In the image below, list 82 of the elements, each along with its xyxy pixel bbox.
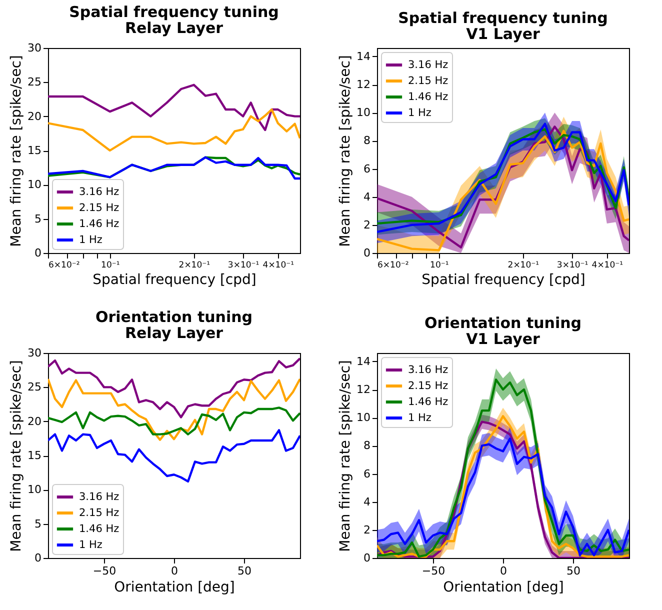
y-tick-label: 12 <box>356 383 370 396</box>
x-tick-label: 10⁻¹ <box>430 260 449 270</box>
y-tick-label: 5 <box>34 212 42 226</box>
x-tick-label: 10⁻¹ <box>101 260 120 270</box>
y-tick-label: 0 <box>34 552 42 564</box>
legend-label: 3.16 Hz <box>408 364 449 376</box>
legend-label: 3.16 Hz <box>79 186 120 198</box>
y-tick-label: 4 <box>364 495 370 508</box>
legend-label: 1.46 Hz <box>408 91 449 103</box>
x-tick-label: 0 <box>500 564 507 578</box>
y-tick-label: 12 <box>356 78 370 92</box>
x-tick-label: 6×10⁻² <box>48 260 80 270</box>
legend-label: 1 Hz <box>79 539 103 551</box>
line-series <box>48 406 300 436</box>
legend-label: 2.15 Hz <box>408 380 449 392</box>
legend-label: 3.16 Hz <box>79 491 120 503</box>
y-tick-label: 0 <box>364 246 370 260</box>
x-tick-label: 50 <box>566 564 580 578</box>
legend-label: 1.46 Hz <box>79 218 120 230</box>
legend-label: 1.46 Hz <box>408 396 449 408</box>
x-tick-label: 3×10⁻¹ <box>228 260 260 270</box>
x-tick-label: −50 <box>92 564 116 578</box>
y-axis-title: Mean firing rate [spike/sec] <box>338 55 354 247</box>
chart-subtitle: Relay Layer <box>124 324 224 342</box>
chart-title: Spatial frequency tuning <box>398 9 608 27</box>
chart-title: Spatial frequency tuning <box>69 3 279 21</box>
y-tick-label: 5 <box>34 517 42 530</box>
legend-label: 3.16 Hz <box>408 59 449 71</box>
y-tick-label: 25 <box>28 76 42 89</box>
y-tick-label: 8 <box>364 439 370 452</box>
y-tick-label: 30 <box>28 42 42 54</box>
x-axis-title: Spatial frequency [cpd] <box>92 272 256 288</box>
y-tick-label: 10 <box>356 411 370 424</box>
chart-subtitle: Relay Layer <box>124 19 224 37</box>
chart-title: Orientation tuning <box>424 314 582 332</box>
y-tick-label: 15 <box>28 449 42 462</box>
line-series <box>48 429 300 483</box>
chart-subtitle: V1 Layer <box>466 330 541 348</box>
y-tick-label: 6 <box>364 162 370 176</box>
y-tick-label: 8 <box>364 134 370 148</box>
legend-label: 1 Hz <box>79 234 103 246</box>
y-tick-label: 14 <box>356 50 370 63</box>
y-tick-label: 25 <box>28 380 42 394</box>
y-tick-label: 20 <box>28 110 42 123</box>
legend-label: 1 Hz <box>408 107 432 119</box>
y-tick-label: 30 <box>28 346 42 360</box>
y-tick-label: 4 <box>364 190 370 204</box>
line-series <box>48 378 300 441</box>
x-tick-label: 6×10⁻² <box>378 260 409 270</box>
x-tick-label: 4×10⁻¹ <box>262 260 294 270</box>
y-tick-label: 0 <box>364 552 370 564</box>
legend-label: 1 Hz <box>408 412 432 424</box>
y-tick-label: 14 <box>356 354 370 368</box>
x-axis-title: Orientation [deg] <box>443 580 564 596</box>
y-tick-label: 6 <box>364 467 370 480</box>
y-tick-label: 20 <box>28 414 42 428</box>
x-axis-title: Spatial frequency [cpd] <box>422 272 586 288</box>
x-tick-label: 2×10⁻¹ <box>178 260 210 270</box>
legend-label: 2.15 Hz <box>79 507 120 519</box>
y-tick-label: 15 <box>28 144 42 157</box>
legend-label: 1.46 Hz <box>79 523 120 535</box>
legend-label: 2.15 Hz <box>79 202 120 214</box>
x-axis-title: Orientation [deg] <box>114 580 235 596</box>
y-tick-label: 2 <box>364 218 370 232</box>
chart-subtitle: V1 Layer <box>466 25 541 43</box>
y-axis-title: Mean firing rate [spike/sec] <box>338 360 354 552</box>
y-tick-label: 10 <box>28 178 42 192</box>
y-axis-title: Mean firing rate [spike/sec] <box>8 360 25 552</box>
x-tick-label: 0 <box>171 564 178 578</box>
y-tick-label: 10 <box>28 483 42 496</box>
y-axis-title: Mean firing rate [spike/sec] <box>8 55 25 247</box>
y-tick-label: 10 <box>356 106 370 120</box>
y-tick-label: 0 <box>34 246 42 260</box>
line-series <box>48 357 300 418</box>
x-tick-label: −50 <box>422 564 446 578</box>
chart-title: Orientation tuning <box>95 308 253 326</box>
legend-label: 2.15 Hz <box>408 75 449 87</box>
x-tick-label: 4×10⁻¹ <box>592 260 624 270</box>
x-tick-label: 3×10⁻¹ <box>556 260 588 270</box>
y-tick-label: 2 <box>364 523 370 536</box>
x-tick-label: 2×10⁻¹ <box>508 260 540 270</box>
x-tick-label: 50 <box>238 564 252 578</box>
